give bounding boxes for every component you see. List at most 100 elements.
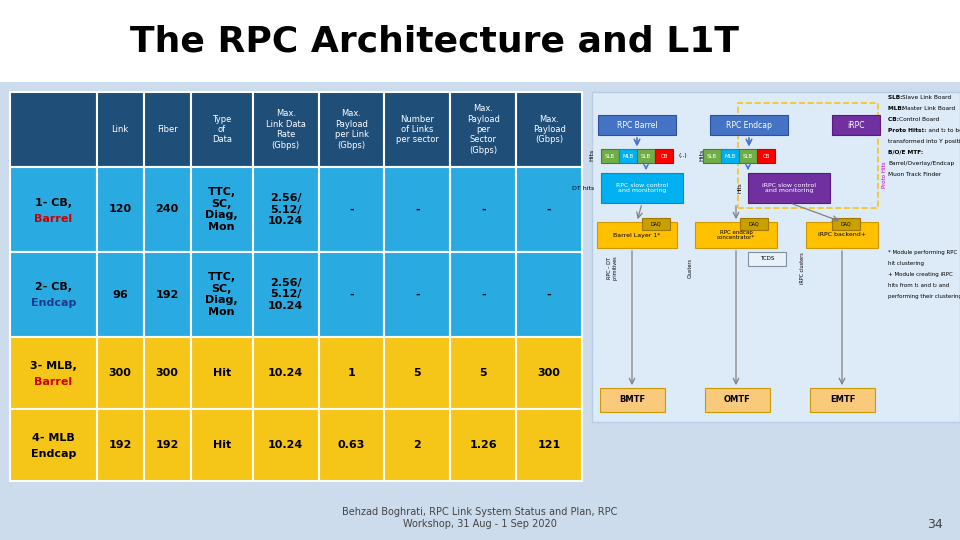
Bar bbox=[0, 0, 960, 82]
Text: Number
of Links
per sector: Number of Links per sector bbox=[396, 114, 439, 144]
Bar bbox=[144, 167, 191, 252]
Text: RPC – DT
primitives: RPC – DT primitives bbox=[607, 255, 617, 280]
Text: * Module performing RPC: * Module performing RPC bbox=[888, 250, 957, 255]
Text: CB:: CB: bbox=[888, 117, 901, 122]
Text: iRPC backend+: iRPC backend+ bbox=[818, 233, 866, 238]
Bar bbox=[739, 149, 757, 163]
Bar bbox=[144, 92, 191, 167]
Text: The RPC Architecture and L1T: The RPC Architecture and L1T bbox=[130, 24, 739, 58]
Bar bbox=[252, 252, 319, 337]
Text: TTC,
SC,
Diag,
Mon: TTC, SC, Diag, Mon bbox=[205, 272, 238, 317]
Text: 3- MLB,: 3- MLB, bbox=[30, 361, 77, 371]
Text: 5: 5 bbox=[479, 368, 487, 378]
Bar bbox=[619, 149, 637, 163]
Bar bbox=[450, 167, 516, 252]
Text: B/O/E MTF:: B/O/E MTF: bbox=[888, 150, 924, 155]
Text: Link: Link bbox=[111, 125, 129, 134]
Text: Proto Hits: Proto Hits bbox=[882, 162, 887, 188]
Bar bbox=[806, 222, 878, 248]
Text: 1- CB,: 1- CB, bbox=[35, 198, 72, 207]
Text: DT hits: DT hits bbox=[572, 186, 594, 191]
Text: -: - bbox=[415, 205, 420, 214]
Bar bbox=[144, 252, 191, 337]
Text: RPC Endcap: RPC Endcap bbox=[726, 120, 772, 130]
Bar bbox=[710, 115, 788, 135]
Bar bbox=[252, 167, 319, 252]
Bar bbox=[450, 252, 516, 337]
Bar bbox=[642, 218, 670, 230]
Text: 192: 192 bbox=[156, 289, 179, 300]
Bar bbox=[601, 173, 683, 203]
Text: + Module creating iRPC: + Module creating iRPC bbox=[888, 272, 952, 277]
Text: iRPC slow control
and monitoring: iRPC slow control and monitoring bbox=[762, 183, 816, 193]
Text: 300: 300 bbox=[156, 368, 179, 378]
Bar bbox=[597, 222, 677, 248]
Bar bbox=[832, 115, 880, 135]
Bar bbox=[598, 115, 676, 135]
Text: 1: 1 bbox=[348, 368, 355, 378]
Text: Type
of
Data: Type of Data bbox=[211, 114, 231, 144]
Bar bbox=[191, 92, 252, 167]
Bar bbox=[191, 252, 252, 337]
Text: CB: CB bbox=[762, 153, 770, 159]
Text: transformed into Y position: transformed into Y position bbox=[888, 139, 960, 144]
Text: Hits: Hits bbox=[589, 149, 594, 161]
Text: TCDS: TCDS bbox=[759, 256, 774, 261]
Bar bbox=[757, 149, 775, 163]
Bar bbox=[450, 92, 516, 167]
Bar bbox=[97, 92, 144, 167]
Bar bbox=[10, 92, 97, 167]
Bar bbox=[319, 167, 384, 252]
Bar bbox=[695, 222, 777, 248]
Text: Barrel: Barrel bbox=[35, 377, 72, 387]
Text: Barrel/Overlay/Endcap: Barrel/Overlay/Endcap bbox=[888, 161, 954, 166]
Text: Barrel Layer 1*: Barrel Layer 1* bbox=[613, 233, 660, 238]
Text: SLB: SLB bbox=[707, 153, 717, 159]
Bar bbox=[516, 337, 582, 409]
Bar bbox=[97, 167, 144, 252]
Bar bbox=[810, 388, 875, 412]
Text: hit clustering: hit clustering bbox=[888, 261, 924, 266]
Bar bbox=[384, 409, 450, 481]
Text: Hit: Hit bbox=[212, 440, 230, 450]
Text: MLB: MLB bbox=[725, 153, 735, 159]
Bar bbox=[600, 388, 665, 412]
Text: -: - bbox=[547, 205, 551, 214]
Text: Control Board: Control Board bbox=[900, 117, 940, 122]
Bar bbox=[384, 92, 450, 167]
Text: 2.56/
5.12/
10.24: 2.56/ 5.12/ 10.24 bbox=[268, 193, 303, 226]
Text: Proto Hits:: Proto Hits: bbox=[888, 128, 925, 133]
Text: 2.56/
5.12/
10.24: 2.56/ 5.12/ 10.24 bbox=[268, 278, 303, 311]
Bar bbox=[516, 252, 582, 337]
Bar bbox=[10, 167, 97, 252]
Bar bbox=[721, 149, 739, 163]
Bar bbox=[97, 409, 144, 481]
Text: OMTF: OMTF bbox=[724, 395, 751, 404]
Bar bbox=[319, 92, 384, 167]
Bar bbox=[252, 337, 319, 409]
Text: -: - bbox=[415, 289, 420, 300]
Text: 192: 192 bbox=[108, 440, 132, 450]
Bar bbox=[144, 337, 191, 409]
Bar bbox=[191, 167, 252, 252]
Bar bbox=[601, 149, 619, 163]
Text: Max.
Payload
per
Sector
(Gbps): Max. Payload per Sector (Gbps) bbox=[467, 104, 499, 155]
Text: -: - bbox=[547, 289, 551, 300]
Text: t₁ and t₂ to be: t₁ and t₂ to be bbox=[922, 128, 960, 133]
Text: SLB: SLB bbox=[605, 153, 615, 159]
Text: 0.63: 0.63 bbox=[338, 440, 365, 450]
Text: BMTF: BMTF bbox=[619, 395, 645, 404]
Text: iRPC: iRPC bbox=[848, 120, 865, 130]
Text: RPC endcap
concentrator*: RPC endcap concentrator* bbox=[717, 230, 756, 240]
Text: performing their clustering: performing their clustering bbox=[888, 294, 960, 299]
Text: 300: 300 bbox=[538, 368, 561, 378]
Text: 120: 120 bbox=[108, 205, 132, 214]
Text: CB: CB bbox=[660, 153, 668, 159]
Text: Endcap: Endcap bbox=[31, 449, 76, 459]
Text: -: - bbox=[349, 289, 354, 300]
Text: 10.24: 10.24 bbox=[268, 368, 303, 378]
Bar bbox=[450, 337, 516, 409]
Text: 96: 96 bbox=[112, 289, 128, 300]
Text: iRPC clusters: iRPC clusters bbox=[800, 252, 804, 284]
Bar bbox=[516, 167, 582, 252]
